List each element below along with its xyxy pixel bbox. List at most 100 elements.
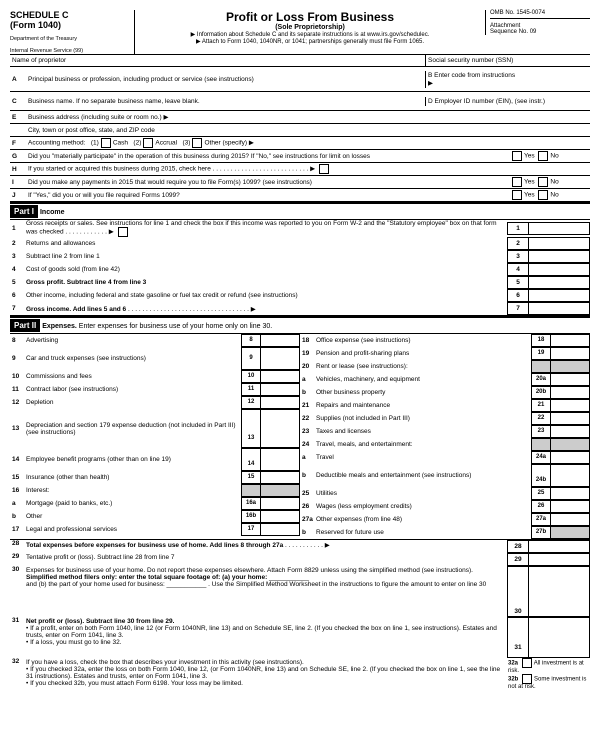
- val3[interactable]: [528, 250, 590, 263]
- v18[interactable]: [550, 334, 590, 347]
- v16b[interactable]: [260, 510, 300, 523]
- l26: Wages (less employment credits): [316, 503, 531, 510]
- v25[interactable]: [550, 487, 590, 500]
- g-no[interactable]: [538, 151, 548, 161]
- line-f-label: Accounting method:: [28, 140, 85, 147]
- l24: Travel, meals, and entertainment:: [316, 441, 531, 448]
- checkbox-other[interactable]: [192, 138, 202, 148]
- line1: Gross receipts or sales. See instruction…: [26, 220, 507, 237]
- l8: Advertising: [26, 337, 241, 344]
- l17: Legal and professional services: [26, 526, 241, 533]
- letter-c: C: [10, 98, 26, 105]
- val2[interactable]: [528, 237, 590, 250]
- l16: Interest:: [26, 487, 241, 494]
- omb: OMB No. 1545-0074: [490, 10, 590, 19]
- 32b-check[interactable]: [522, 674, 532, 684]
- l24b: Deductible meals and entertainment (see …: [316, 472, 531, 479]
- val5[interactable]: [528, 276, 590, 289]
- line2: Returns and allowances: [26, 240, 507, 247]
- i-yes[interactable]: [512, 177, 522, 187]
- v24b[interactable]: [550, 464, 590, 487]
- accrual-label: Accrual: [155, 140, 177, 147]
- v29[interactable]: [528, 553, 590, 566]
- l24a: Travel: [316, 454, 531, 461]
- v21[interactable]: [550, 399, 590, 412]
- l27b: Reserved for future use: [316, 529, 531, 536]
- j-no[interactable]: [538, 190, 548, 200]
- l16b: Other: [26, 513, 241, 520]
- form-title: Profit or Loss From Business: [139, 10, 481, 24]
- form-subtitle: (Sole Proprietorship): [139, 24, 481, 31]
- val7[interactable]: [528, 302, 590, 315]
- v28[interactable]: [528, 540, 590, 553]
- line-i-text: Did you make any payments in 2015 that w…: [26, 178, 510, 187]
- checkbox-cash[interactable]: [101, 138, 111, 148]
- l9: Car and truck expenses (see instructions…: [26, 355, 241, 362]
- l20: Rent or lease (see instructions):: [316, 363, 531, 370]
- letter-j: J: [10, 192, 26, 199]
- line5: Gross profit. Subtract line 4 from line …: [26, 279, 507, 286]
- v31[interactable]: [528, 617, 590, 658]
- h-check[interactable]: [319, 164, 329, 174]
- l10: Commissions and fees: [26, 373, 241, 380]
- v14[interactable]: [260, 448, 300, 471]
- line1-check[interactable]: [118, 227, 128, 237]
- l23: Taxes and licenses: [316, 428, 531, 435]
- v9[interactable]: [260, 347, 300, 370]
- letter-e: E: [10, 114, 26, 121]
- v26[interactable]: [550, 500, 590, 513]
- dept2: Internal Revenue Service (99): [10, 48, 130, 54]
- v12[interactable]: [260, 396, 300, 409]
- l25: Utilities: [316, 490, 531, 497]
- name-label: Name of proprietor: [10, 55, 425, 66]
- v13[interactable]: [260, 409, 300, 448]
- i-no[interactable]: [538, 177, 548, 187]
- v16a[interactable]: [260, 497, 300, 510]
- part2-title: Expenses. Enter expenses for business us…: [42, 323, 272, 330]
- 32a-check[interactable]: [522, 658, 532, 668]
- l31: Net profit or (loss). Subtract line 30 f…: [26, 617, 507, 646]
- letter-a: A: [10, 76, 26, 83]
- line-g-text: Did you "materially participate" in the …: [26, 152, 510, 161]
- val6[interactable]: [528, 289, 590, 302]
- ssn-label: Social security number (SSN): [425, 55, 590, 66]
- l13: Depreciation and section 179 expense ded…: [26, 422, 241, 436]
- v23[interactable]: [550, 425, 590, 438]
- v22[interactable]: [550, 412, 590, 425]
- v11[interactable]: [260, 383, 300, 396]
- l21: Repairs and maintenance: [316, 402, 531, 409]
- g-yes[interactable]: [512, 151, 522, 161]
- checkbox-accrual[interactable]: [143, 138, 153, 148]
- val1[interactable]: [528, 222, 590, 235]
- line-j-text: If "Yes," did you or will you file requi…: [26, 191, 510, 200]
- line-h-text: If you started or acquired this business…: [26, 163, 590, 175]
- letter-h: H: [10, 166, 26, 173]
- v30[interactable]: [528, 566, 590, 617]
- schedule-label: SCHEDULE C: [10, 10, 130, 20]
- l19: Pension and profit-sharing plans: [316, 350, 531, 357]
- letter-f: F: [10, 140, 26, 147]
- v17[interactable]: [260, 523, 300, 536]
- l29: Tentative profit or (loss). Subtract lin…: [26, 553, 507, 561]
- v20b[interactable]: [550, 386, 590, 399]
- letter-i: I: [10, 179, 26, 186]
- val4[interactable]: [528, 263, 590, 276]
- part1-title: Income: [40, 209, 65, 216]
- cash-label: Cash: [113, 140, 128, 147]
- v27a[interactable]: [550, 513, 590, 526]
- l32: If you have a loss, check the box that d…: [26, 658, 508, 687]
- v24a[interactable]: [550, 451, 590, 464]
- v19[interactable]: [550, 347, 590, 360]
- 32b-label: Some investment is not at risk.: [508, 677, 586, 690]
- line6: Other income, including federal and stat…: [26, 292, 507, 299]
- info1: ▶ Information about Schedule C and its s…: [139, 31, 481, 38]
- v20a[interactable]: [550, 373, 590, 386]
- l15: Insurance (other than health): [26, 474, 241, 481]
- v10[interactable]: [260, 370, 300, 383]
- v15[interactable]: [260, 471, 300, 484]
- l30: Expenses for business use of your home. …: [26, 566, 507, 588]
- l20b: Other business property: [316, 389, 531, 396]
- name-row: Name of proprietor Social security numbe…: [10, 55, 590, 67]
- v8[interactable]: [260, 334, 300, 347]
- j-yes[interactable]: [512, 190, 522, 200]
